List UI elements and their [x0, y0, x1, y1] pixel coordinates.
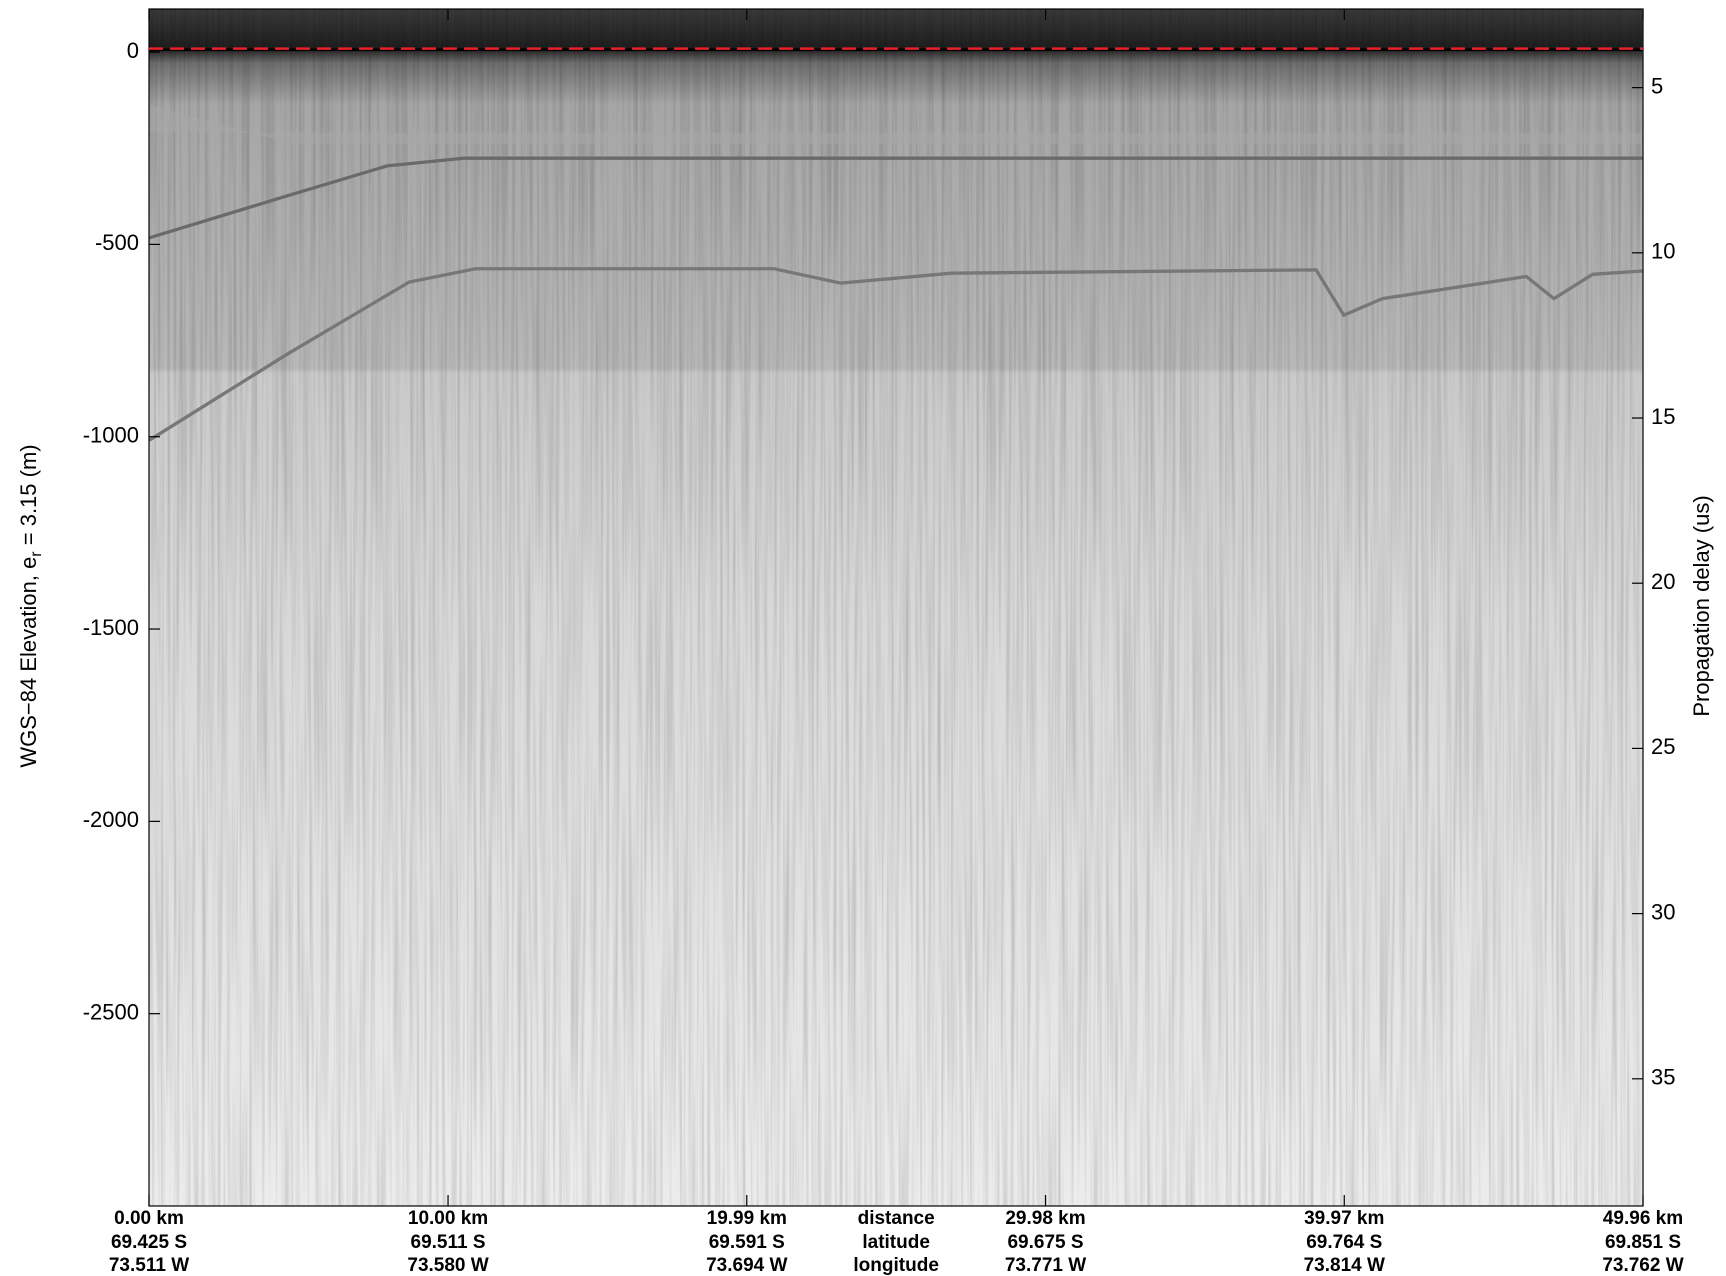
longitude-label: 73.511 W [109, 1255, 189, 1276]
latitude-label: 69.851 S [1605, 1232, 1681, 1253]
y2-tick-label: 20 [1651, 569, 1675, 594]
longitude-label: 73.694 W [706, 1255, 787, 1276]
row-label: distance [858, 1208, 935, 1229]
y2-axis-label: Propagation delay (us) [1689, 495, 1714, 716]
y-tick-label: -1500 [83, 615, 139, 640]
row-label: latitude [862, 1232, 930, 1253]
longitude-label: 73.762 W [1602, 1255, 1683, 1276]
latitude-label: 69.511 S [411, 1232, 486, 1253]
y-tick-label: -500 [95, 230, 139, 255]
y-tick-label: -2000 [83, 807, 139, 832]
plot-frame [148, 8, 1644, 1207]
x-tick-label: 39.97 km [1304, 1208, 1384, 1229]
x-tick-label: 19.99 km [707, 1208, 787, 1229]
y-axis-label: WGS−84 Elevation, er = 3.15 (m) [16, 444, 45, 767]
y2-tick-label: 25 [1651, 734, 1675, 759]
y-label-subscript: r [28, 551, 45, 557]
x-tick-label: 49.96 km [1603, 1208, 1683, 1229]
y-tick-label: -1000 [83, 423, 139, 448]
row-label: longitude [853, 1255, 938, 1276]
y-label-part: WGS−84 Elevation, e [16, 557, 41, 768]
y-label-part: = 3.15 (m) [16, 444, 41, 551]
y2-tick-label: 10 [1651, 239, 1675, 264]
longitude-label: 73.814 W [1304, 1255, 1385, 1276]
y-tick-label: -2500 [83, 999, 139, 1024]
y-tick-label: 0 [127, 38, 139, 63]
echogram [148, 8, 1643, 1206]
latitude-label: 69.591 S [709, 1232, 785, 1253]
latitude-label: 69.675 S [1007, 1232, 1083, 1253]
x-tick-label: 29.98 km [1005, 1208, 1085, 1229]
y2-tick-label: 30 [1651, 899, 1675, 924]
longitude-label: 73.771 W [1005, 1255, 1086, 1276]
x-tick-label: 0.00 km [114, 1208, 184, 1229]
latitude-label: 69.425 S [111, 1232, 187, 1253]
y2-tick-label: 5 [1651, 73, 1663, 98]
y2-tick-label: 15 [1651, 404, 1675, 429]
longitude-label: 73.580 W [407, 1255, 488, 1276]
latitude-label: 69.764 S [1306, 1232, 1382, 1253]
x-tick-label: 10.00 km [408, 1208, 488, 1229]
y2-tick-label: 35 [1651, 1065, 1675, 1090]
